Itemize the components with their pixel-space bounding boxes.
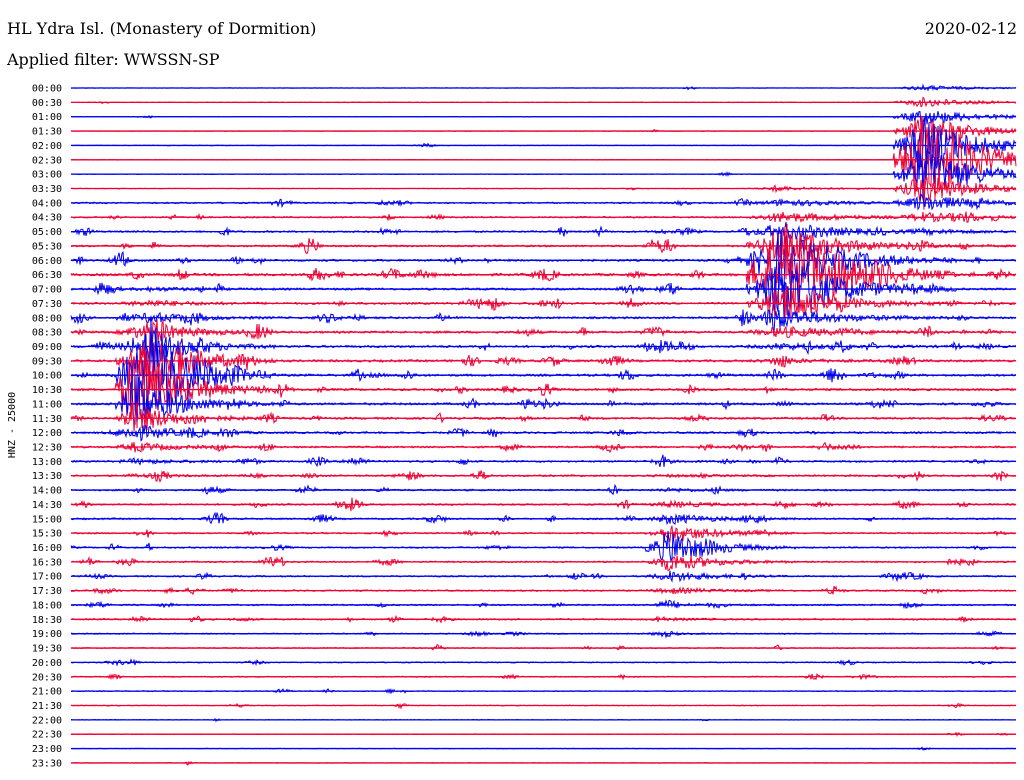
row-time-label: 03:30 <box>32 184 62 195</box>
station-title: HL Ydra Isl. (Monastery of Dormition) <box>7 19 317 38</box>
row-time-label: 09:00 <box>32 342 62 353</box>
row-time-label: 15:30 <box>32 529 62 540</box>
row-time-label: 23:00 <box>32 744 62 755</box>
trace-row <box>70 229 1017 261</box>
row-time-label: 18:00 <box>32 600 62 611</box>
row-time-label: 09:30 <box>32 356 62 367</box>
trace-row <box>70 328 1017 362</box>
row-time-label: 00:00 <box>32 84 62 95</box>
row-time-label: 14:30 <box>32 500 62 511</box>
row-time-label: 01:30 <box>32 127 62 138</box>
row-time-label: 01:00 <box>32 112 62 123</box>
trace-row <box>70 319 1017 344</box>
row-time-label: 07:00 <box>32 285 62 296</box>
row-time-label: 08:00 <box>32 313 62 324</box>
trace-row <box>70 644 1017 651</box>
trace-row <box>70 193 1017 211</box>
filter-label: Applied filter: WWSSN-SP <box>7 50 220 69</box>
row-time-label: 00:30 <box>32 98 62 109</box>
trace-row <box>70 111 1017 126</box>
trace-row <box>70 115 1017 145</box>
row-time-label: 13:00 <box>32 457 62 468</box>
row-time-label: 19:30 <box>32 644 62 655</box>
row-time-label: 08:30 <box>32 328 62 339</box>
y-axis-label: HNZ - 25000 <box>7 392 18 458</box>
row-time-label: 02:30 <box>32 155 62 166</box>
row-time-label: 07:30 <box>32 299 62 310</box>
row-time-label: 16:00 <box>32 543 62 554</box>
trace-row <box>70 555 1017 572</box>
row-time-label: 14:00 <box>32 486 62 497</box>
row-time-label: 22:00 <box>32 715 62 726</box>
row-time-label: 13:30 <box>32 471 62 482</box>
trace-row <box>70 177 1017 204</box>
row-time-label: 21:00 <box>32 687 62 698</box>
row-time-label: 21:30 <box>32 701 62 712</box>
trace-row <box>70 308 1017 333</box>
row-time-label: 12:00 <box>32 428 62 439</box>
trace-row <box>70 530 1017 562</box>
trace-group <box>70 83 1017 766</box>
row-time-label: 05:30 <box>32 241 62 252</box>
row-time-label: 17:00 <box>32 572 62 583</box>
record-date: 2020-02-12 <box>924 19 1017 38</box>
row-time-label: 03:00 <box>32 170 62 181</box>
row-time-label: 16:30 <box>32 557 62 568</box>
row-time-label: 22:30 <box>32 730 62 741</box>
row-time-label: 06:00 <box>32 256 62 267</box>
row-time-label: 12:30 <box>32 443 62 454</box>
row-time-label: 10:00 <box>32 371 62 382</box>
row-time-label: 11:30 <box>32 414 62 425</box>
row-time-label: 15:00 <box>32 514 62 525</box>
row-time-label: 17:30 <box>32 586 62 597</box>
trace-row <box>70 116 1017 171</box>
row-time-label: 20:30 <box>32 672 62 683</box>
row-time-label: 11:00 <box>32 399 62 410</box>
trace-row <box>70 599 1017 610</box>
row-time-label: 19:00 <box>32 629 62 640</box>
row-time-label: 23:30 <box>32 758 62 769</box>
row-time-label: 04:00 <box>32 198 62 209</box>
row-time-label: 05:00 <box>32 227 62 238</box>
row-time-label: 02:00 <box>32 141 62 152</box>
row-time-label: 18:30 <box>32 615 62 626</box>
trace-row <box>70 332 1017 392</box>
row-time-label: 06:30 <box>32 270 62 281</box>
row-time-label: 20:00 <box>32 658 62 669</box>
row-time-labels: 00:00 00:30 01:00 01:30 02:00 02:30 03:00 03:30… <box>32 84 62 770</box>
row-time-label: 10:30 <box>32 385 62 396</box>
row-time-label: 04:30 <box>32 213 62 224</box>
